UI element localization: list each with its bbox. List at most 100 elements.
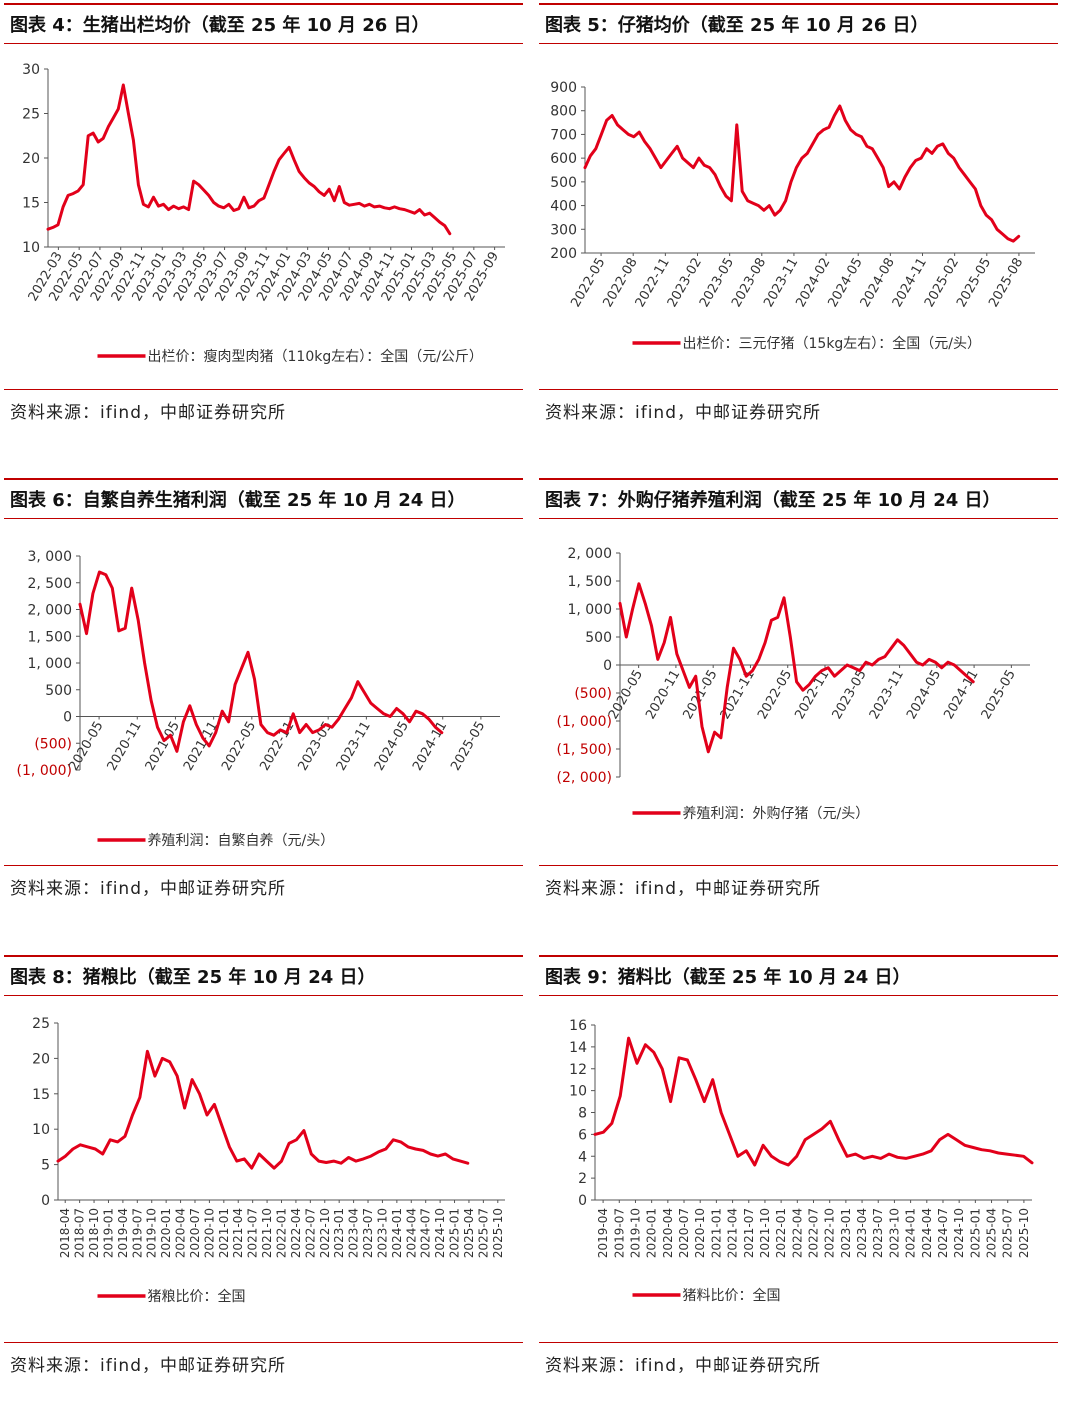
x-tick-label: 2023-07 — [871, 1208, 885, 1258]
y-tick-label: 500 — [585, 630, 612, 646]
y-tick-label: 10 — [22, 240, 40, 256]
source-rule — [539, 1342, 1058, 1343]
chart-c7: 2, 000 1, 500 1, 000 500 0 (500) (1, 000) (1, 5… — [557, 546, 1030, 822]
y-tick-label: 0 — [578, 1193, 587, 1209]
x-tick-label: 2025-01 — [968, 1208, 982, 1258]
x-tick-label: 2025-05 — [448, 719, 488, 774]
source-rule — [539, 389, 1058, 390]
panel-top-rule — [4, 478, 523, 480]
title-rule — [539, 995, 1058, 996]
source-rule — [4, 865, 523, 866]
x-tick-label: 2022-07 — [807, 1208, 821, 1258]
x-tick-label: 2022-05 — [219, 719, 259, 774]
x-tick-label: 2024-01 — [390, 1208, 404, 1258]
x-tick-label: 2021-01 — [217, 1208, 231, 1258]
series-line — [78, 570, 444, 753]
x-tick-label: 2025-05 — [979, 668, 1019, 723]
legend-label: 出栏价：瘦肉型肉猪（110kg左右）：全国（元/公斤） — [148, 348, 483, 365]
x-tick-label: 2018-07 — [73, 1208, 87, 1258]
y-tick-label: 200 — [550, 246, 577, 262]
y-tick-label: 600 — [550, 151, 577, 167]
x-tick-label: 2024-07 — [936, 1208, 950, 1258]
y-tick-label: 12 — [569, 1062, 587, 1078]
chart-title: 图表 7：外购仔猪养殖利润（截至 25 年 10 月 24 日） — [545, 490, 1001, 511]
chart-title: 图表 5：仔猪均价（截至 25 年 10 月 26 日） — [545, 15, 929, 36]
title-rule — [4, 518, 523, 519]
x-tick-label: 2021-10 — [758, 1208, 772, 1258]
y-tick-label: 15 — [32, 1087, 50, 1103]
y-tick-label: 14 — [569, 1040, 587, 1056]
y-tick-label: 5 — [41, 1158, 50, 1174]
y-tick-label: 1, 000 — [567, 602, 612, 618]
x-tick-label: 2020-10 — [693, 1208, 707, 1258]
title-rule — [4, 995, 523, 996]
legend-label: 出栏价：三元仔猪（15kg左右）：全国（元/头） — [683, 335, 982, 352]
panel-top-rule — [539, 3, 1058, 5]
y-tick-label: (1, 000) — [17, 763, 72, 779]
source-note: 资料来源：ifind，中邮证券研究所 — [10, 879, 286, 899]
x-tick-label: 2019-10 — [628, 1208, 642, 1258]
y-tick-label: 300 — [550, 222, 577, 238]
chart-panel-c4: 图表 4：生猪出栏均价（截至 25 年 10 月 26 日） 资料来源：ifind… — [0, 0, 535, 460]
x-tick-label: 2018-10 — [87, 1208, 101, 1258]
x-tick-label: 2023-11 — [867, 668, 907, 723]
x-tick-label: 2020-04 — [661, 1208, 675, 1258]
y-tick-label: 16 — [569, 1018, 587, 1034]
chart-title: 图表 4：生猪出栏均价（截至 25 年 10 月 26 日） — [10, 15, 430, 36]
x-tick-label: 2023-10 — [375, 1208, 389, 1258]
x-tick-label: 2023-11 — [334, 719, 374, 774]
series-line — [46, 83, 452, 236]
y-tick-label: 1, 000 — [27, 656, 72, 672]
x-tick-label: 2023-07 — [361, 1208, 375, 1258]
legend-label: 猪粮比价：全国 — [148, 1288, 246, 1305]
chart-panel-c6: 图表 6：自繁自养生猪利润（截至 25 年 10 月 24 日） 资料来源：ifi… — [0, 478, 535, 938]
x-tick-label: 2023-01 — [332, 1208, 346, 1258]
y-tick-label: (1, 500) — [557, 742, 612, 758]
source-note: 资料来源：ifind，中邮证券研究所 — [545, 879, 821, 899]
title-rule — [539, 43, 1058, 44]
legend-label: 养殖利润：外购仔猪（元/头） — [683, 805, 870, 822]
y-tick-label: 3, 000 — [27, 549, 72, 565]
x-tick-label: 2021-04 — [231, 1208, 245, 1258]
y-tick-label: 0 — [63, 710, 72, 726]
y-tick-label: 1, 500 — [567, 574, 612, 590]
chart-c6: 3, 000 2, 500 2, 000 1, 500 1, 000 500 0 (500) (… — [17, 549, 500, 849]
y-tick-label: 4 — [578, 1149, 587, 1165]
source-rule — [4, 1342, 523, 1343]
x-tick-label: 2025-04 — [462, 1208, 476, 1258]
x-tick-label: 2020-11 — [643, 668, 683, 723]
x-tick-label: 2024-01 — [904, 1208, 918, 1258]
y-tick-label: (500) — [574, 686, 612, 702]
y-tick-label: 20 — [32, 1051, 50, 1067]
y-tick-label: 800 — [550, 104, 577, 120]
x-tick-label: 2023-01 — [839, 1208, 853, 1258]
x-tick-label: 2024-07 — [419, 1208, 433, 1258]
x-tick-label: 2022-11 — [792, 668, 832, 723]
chart-title: 图表 8：猪粮比（截至 25 年 10 月 24 日） — [10, 967, 376, 988]
x-tick-label: 2020-07 — [677, 1208, 691, 1258]
x-tick-label: 2020-04 — [174, 1208, 188, 1258]
chart-c5: 9008007006005004003002002022-052022-0820… — [550, 80, 1035, 352]
x-tick-label: 2020-07 — [188, 1208, 202, 1258]
x-tick-label: 2019-04 — [116, 1208, 130, 1258]
x-tick-label: 2024-05 — [904, 668, 944, 723]
y-tick-label: 1, 500 — [27, 629, 72, 645]
x-tick-label: 2024-11 — [410, 719, 450, 774]
x-tick-label: 2019-01 — [101, 1208, 115, 1258]
x-tick-label: 2021-07 — [742, 1208, 756, 1258]
x-tick-label: 2021-07 — [246, 1208, 260, 1258]
y-tick-label: 700 — [550, 127, 577, 143]
x-tick-label: 2020-11 — [105, 719, 145, 774]
panel-top-rule — [539, 478, 1058, 480]
x-tick-label: 2020-10 — [202, 1208, 216, 1258]
y-tick-label: 2 — [578, 1171, 587, 1187]
source-note: 资料来源：ifind，中邮证券研究所 — [10, 1356, 286, 1376]
x-tick-label: 2022-01 — [275, 1208, 289, 1258]
x-tick-label: 2022-01 — [774, 1208, 788, 1258]
chart-title: 图表 9：猪料比（截至 25 年 10 月 24 日） — [545, 967, 911, 988]
x-tick-label: 2025-07 — [476, 1208, 490, 1258]
y-tick-label: 6 — [578, 1127, 587, 1143]
x-tick-label: 2022-07 — [303, 1208, 317, 1258]
